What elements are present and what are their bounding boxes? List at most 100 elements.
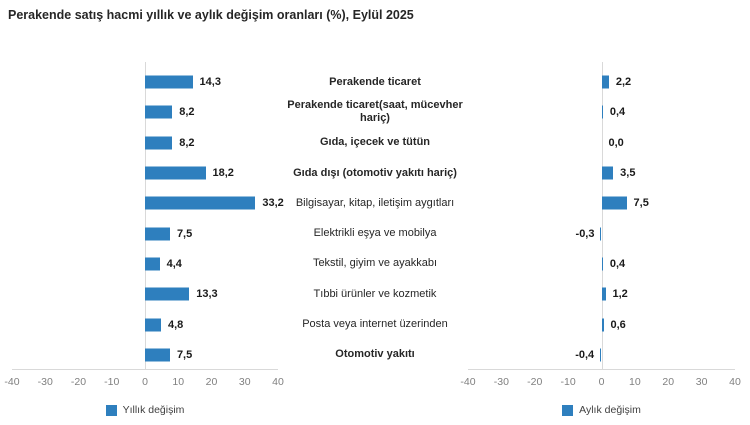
annual-bar-row: 8,2 — [12, 128, 278, 158]
category-label-text: Tıbbi ürünler ve kozmetik — [313, 287, 437, 300]
annual-bar-row: 8,2 — [12, 97, 278, 127]
category-label: Bilgisayar, kitap, iletişim aygıtları — [287, 188, 463, 218]
annual-value-label: 4,8 — [167, 318, 184, 331]
monthly-bar — [601, 105, 603, 119]
annual-bar-row: 13,3 — [12, 279, 278, 309]
annual-bar — [145, 257, 160, 271]
category-label-text: Perakende ticaret — [329, 75, 421, 88]
x-tick-label: -20 — [70, 376, 87, 388]
monthly-value-label: 3,5 — [620, 167, 636, 180]
category-label-text: Gıda, içecek ve tütün — [319, 136, 431, 149]
category-label-text: Elektrikli eşya ve mobilya — [313, 227, 437, 240]
x-tick-label: -30 — [493, 376, 509, 388]
x-tick-label: 30 — [238, 376, 251, 388]
monthly-bar-row: -0,4 — [468, 340, 735, 370]
annual-change-plot: 14,3 8,2 8,2 18,2 33,2 7,5 4,4 13,3 4,8 7,5 — [12, 62, 284, 370]
monthly-change-plot: 2,2 0,4 0,0 3,5 7,5 -0,3 0,4 1,2 0,6 -0,4 — [468, 62, 735, 370]
x-tick-label: 40 — [729, 376, 741, 388]
category-label: Perakende ticaret(saat, mücevher hariç) — [287, 97, 463, 127]
annual-bar-row: 4,4 — [12, 249, 278, 279]
monthly-legend-swatch — [562, 404, 574, 416]
annual-bar — [145, 166, 206, 180]
annual-value-label: 33,2 — [262, 197, 284, 210]
monthly-bar — [601, 75, 609, 89]
x-tick-label: -20 — [527, 376, 543, 388]
monthly-bar-row: 0,4 — [468, 249, 735, 279]
annual-bar-row: 7,5 — [12, 218, 278, 248]
annual-x-axis-ticks: -40 -30 -20 -10 0 10 20 30 40 — [4, 376, 283, 390]
category-label: Gıda, içecek ve tütün — [287, 128, 463, 158]
monthly-bar-row: 3,5 — [468, 158, 735, 188]
annual-value-label: 13,3 — [196, 288, 218, 301]
x-tick-label: -10 — [560, 376, 576, 388]
annual-value-label: 7,5 — [176, 348, 193, 361]
monthly-bar-row: 2,2 — [468, 67, 735, 97]
monthly-value-label: 0,4 — [609, 106, 626, 119]
category-label: Elektrikli eşya ve mobilya — [287, 218, 463, 248]
annual-bar-row: 4,8 — [12, 309, 278, 339]
annual-bar — [145, 227, 170, 241]
monthly-bar — [600, 227, 602, 241]
category-label-text: Gıda dışı (otomotiv yakıtı hariç) — [293, 166, 457, 179]
annual-legend-label: Yıllık değişim — [122, 404, 185, 416]
annual-bar — [145, 136, 173, 150]
category-label: Otomotiv yakıtı — [287, 340, 463, 370]
category-label: Perakende ticaret — [287, 67, 463, 97]
chart-title: Perakende satış hacmi yıllık ve aylık de… — [8, 8, 414, 22]
monthly-bar-row: 0,6 — [468, 309, 735, 339]
annual-bar-row: 7,5 — [12, 340, 278, 370]
annual-zero-axis-line — [145, 62, 146, 369]
x-tick-label: 30 — [695, 376, 708, 388]
annual-value-label: 4,4 — [166, 257, 182, 270]
x-tick-label: -30 — [37, 376, 53, 388]
x-tick-label: 10 — [629, 376, 641, 388]
category-label: Gıda dışı (otomotiv yakıtı hariç) — [287, 158, 463, 188]
monthly-bar — [601, 287, 606, 301]
annual-bar — [145, 75, 193, 89]
category-label-column: Perakende ticaret Perakende ticaret(saat,… — [287, 62, 463, 370]
monthly-value-label: 0,0 — [608, 136, 624, 149]
annual-legend-swatch — [105, 404, 117, 416]
annual-bar — [145, 105, 173, 119]
monthly-value-label: -0,3 — [575, 227, 595, 240]
annual-legend: Yıllık değişim — [12, 402, 278, 418]
annual-value-label: 8,2 — [179, 106, 195, 119]
x-tick-label: 0 — [142, 376, 148, 388]
annual-bar — [145, 348, 170, 362]
monthly-value-label: 0,6 — [610, 318, 626, 331]
x-tick-label: 10 — [172, 376, 185, 388]
category-label-text: Perakende ticaret(saat, mücevher hariç) — [287, 99, 463, 125]
annual-bar-row: 18,2 — [12, 158, 278, 188]
monthly-legend: Aylık değişim — [468, 402, 735, 418]
category-label-text: Bilgisayar, kitap, iletişim aygıtları — [295, 196, 455, 209]
x-tick-label: 0 — [598, 376, 605, 388]
monthly-legend-label: Aylık değişim — [579, 404, 641, 416]
category-label: Tekstil, giyim ve ayakkabı — [287, 249, 463, 279]
monthly-bar-row: 0,4 — [468, 97, 735, 127]
monthly-bar-row: -0,3 — [468, 218, 735, 248]
annual-value-label: 8,2 — [179, 136, 195, 149]
category-label: Posta veya internet üzerinden — [287, 309, 463, 339]
monthly-bar-row: 1,2 — [468, 279, 735, 309]
monthly-x-axis-ticks: -40 -30 -20 -10 0 10 20 30 40 — [460, 376, 740, 390]
x-tick-label: 20 — [205, 376, 218, 388]
monthly-bar — [601, 318, 604, 332]
annual-bar-row: 33,2 — [12, 188, 284, 218]
monthly-value-label: -0,4 — [575, 348, 595, 361]
annual-value-label: 14,3 — [199, 76, 221, 89]
x-tick-label: -40 — [4, 376, 20, 388]
monthly-bar — [601, 196, 627, 210]
monthly-value-label: 0,4 — [609, 257, 626, 270]
category-label-text: Tekstil, giyim ve ayakkabı — [312, 257, 438, 270]
monthly-zero-axis-line — [601, 62, 603, 369]
category-label: Tıbbi ürünler ve kozmetik — [287, 279, 463, 309]
monthly-bar — [601, 257, 603, 271]
monthly-value-label: 2,2 — [615, 76, 632, 89]
annual-bar — [145, 196, 256, 210]
monthly-value-label: 1,2 — [612, 288, 628, 301]
x-tick-label: 40 — [272, 376, 284, 388]
annual-value-label: 7,5 — [176, 227, 193, 240]
annual-bar — [145, 287, 190, 301]
x-tick-label: -40 — [460, 376, 476, 388]
